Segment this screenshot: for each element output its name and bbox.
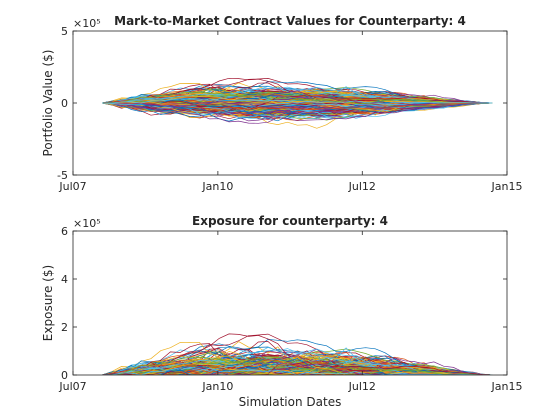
mtm-y-exponent-label: ×10⁵ [73, 17, 101, 30]
mtm-x-tick-label: Jan10 [201, 180, 233, 193]
exposure-series-line [102, 363, 493, 375]
mtm-x-tick-label: Jul07 [58, 180, 86, 193]
exposure-series-line [102, 351, 493, 375]
exposure-y-tick-label: 2 [61, 321, 68, 334]
mtm-series-line [102, 95, 493, 108]
exposure-series-line [102, 360, 493, 375]
exposure-series-line [102, 356, 493, 375]
exposure-x-tick-label: Jan15 [491, 380, 523, 393]
exposure-x-tick-label: Jul07 [58, 380, 86, 393]
exposure-series-line [102, 369, 493, 375]
exposure-series-line [102, 369, 493, 375]
exposure-axes-background [73, 231, 507, 375]
mtm-series-line [102, 98, 493, 105]
mtm-ticks: Jul07 Jan10 Jul12 Jan15 -5 0 5 [57, 25, 522, 193]
mtm-y-tick-label: -5 [57, 169, 68, 182]
exposure-series-line [102, 371, 493, 375]
exposure-series-line [102, 370, 493, 375]
exposure-y-exponent-label: ×10⁵ [73, 217, 101, 230]
exposure-series-line [102, 358, 493, 375]
mtm-subplot: Jul07 Jan10 Jul12 Jan15 -5 0 5 Mark-to-Market … [41, 14, 522, 193]
mtm-y-tick-label: 5 [61, 25, 68, 38]
exposure-y-axis-label: Exposure ($) [41, 265, 55, 341]
exposure-series-line [102, 343, 493, 375]
exposure-ticks: Jul07 Jan10 Jul12 Jan15 0 2 4 6 [58, 225, 522, 393]
exposure-series-line [102, 368, 493, 375]
exposure-series-line [102, 363, 493, 375]
exposure-x-tick-label: Jul12 [348, 380, 376, 393]
exposure-x-axis-label: Simulation Dates [239, 395, 342, 409]
exposure-series-line [102, 373, 493, 375]
exposure-y-tick-label: 6 [61, 225, 68, 238]
mtm-series-line [102, 94, 493, 111]
mtm-series-line [102, 102, 493, 111]
exposure-y-tick-label: 0 [61, 369, 68, 382]
exposure-series-line [102, 365, 493, 375]
exposure-series-line [102, 365, 493, 375]
exposure-series-line [102, 359, 493, 375]
mtm-y-axis-label: Portfolio Value ($) [41, 50, 55, 157]
exposure-subplot: Jul07 Jan10 Jul12 Jan15 0 2 4 6 Exposure for co… [41, 214, 522, 409]
mtm-x-tick-label: Jul12 [348, 180, 376, 193]
mtm-chart-title: Mark-to-Market Contract Values for Count… [114, 14, 466, 28]
exposure-chart-title: Exposure for counterparty: 4 [192, 214, 388, 228]
mtm-series-line [102, 92, 493, 104]
mtm-series-line [102, 99, 493, 111]
exposure-y-tick-label: 4 [61, 273, 68, 286]
mtm-y-tick-label: 0 [61, 97, 68, 110]
exposure-series-line [102, 361, 493, 375]
mtm-paths [102, 77, 493, 129]
exposure-x-tick-label: Jan10 [201, 380, 233, 393]
exposure-axes-frame [72, 230, 508, 376]
mtm-x-tick-label: Jan15 [491, 180, 523, 193]
